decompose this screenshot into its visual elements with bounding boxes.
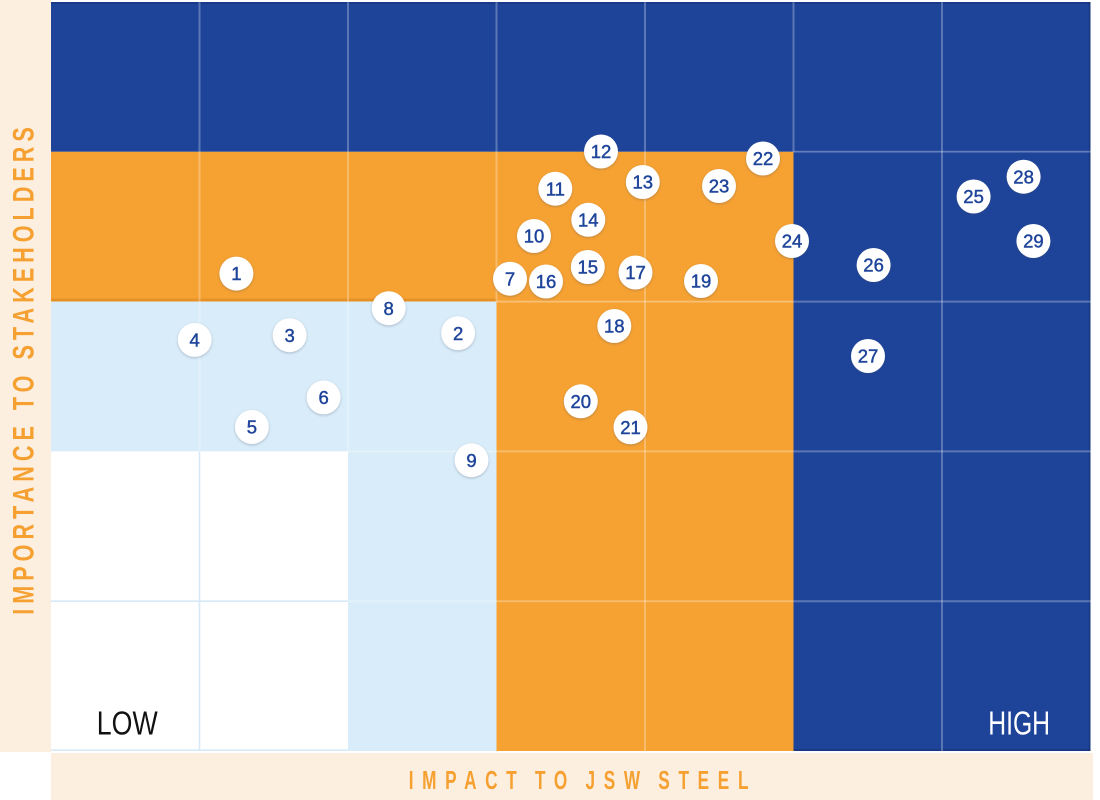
svg-text:3: 3 — [284, 325, 294, 346]
svg-text:2: 2 — [453, 323, 463, 344]
svg-text:LOW: LOW — [97, 706, 158, 742]
svg-text:21: 21 — [620, 417, 641, 438]
svg-text:13: 13 — [633, 172, 654, 193]
svg-text:28: 28 — [1013, 166, 1034, 187]
svg-text:23: 23 — [709, 176, 730, 197]
svg-text:17: 17 — [625, 262, 646, 283]
svg-text:HIGH: HIGH — [988, 706, 1050, 742]
svg-text:11: 11 — [546, 178, 565, 199]
svg-text:5: 5 — [247, 417, 257, 438]
svg-text:20: 20 — [571, 391, 592, 412]
svg-text:6: 6 — [318, 387, 328, 408]
svg-text:18: 18 — [604, 316, 625, 337]
svg-text:14: 14 — [578, 209, 599, 230]
svg-text:25: 25 — [963, 186, 984, 207]
svg-text:29: 29 — [1023, 231, 1044, 252]
svg-text:8: 8 — [384, 298, 394, 319]
svg-text:16: 16 — [536, 271, 557, 292]
svg-text:1: 1 — [231, 263, 241, 284]
svg-text:12: 12 — [591, 141, 612, 162]
svg-text:4: 4 — [190, 330, 200, 351]
svg-text:15: 15 — [578, 257, 599, 278]
svg-text:22: 22 — [753, 148, 774, 169]
svg-text:9: 9 — [466, 450, 476, 471]
svg-text:19: 19 — [691, 271, 712, 292]
svg-text:10: 10 — [524, 226, 545, 247]
svg-text:7: 7 — [505, 268, 515, 289]
svg-text:27: 27 — [858, 346, 879, 367]
svg-text:24: 24 — [782, 231, 803, 252]
svg-text:26: 26 — [863, 255, 884, 276]
